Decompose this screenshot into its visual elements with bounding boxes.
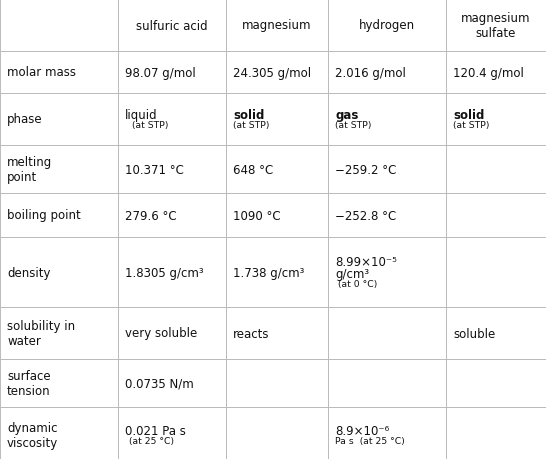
- Bar: [328, 308, 446, 359]
- Text: reacts: reacts: [233, 327, 270, 340]
- Text: Pa s  (at 25 °C): Pa s (at 25 °C): [335, 437, 405, 446]
- Text: solid: solid: [233, 109, 264, 122]
- Text: surface
tension: surface tension: [7, 369, 51, 397]
- Bar: [118, 94, 226, 146]
- Text: density: density: [7, 266, 50, 279]
- Text: 120.4 g/mol: 120.4 g/mol: [453, 67, 524, 79]
- Bar: [446, 52, 546, 94]
- Bar: [446, 194, 546, 237]
- Text: 8.99×10⁻⁵: 8.99×10⁻⁵: [335, 255, 397, 269]
- Bar: [328, 94, 446, 146]
- Text: 0.021 Pa s: 0.021 Pa s: [125, 424, 186, 437]
- Text: solubility in
water: solubility in water: [7, 319, 75, 347]
- Bar: [226, 308, 328, 359]
- Text: (at STP): (at STP): [132, 121, 168, 130]
- Text: 648 °C: 648 °C: [233, 163, 273, 176]
- Text: 98.07 g/mol: 98.07 g/mol: [125, 67, 196, 79]
- Text: very soluble: very soluble: [125, 327, 197, 340]
- Text: gas: gas: [335, 109, 358, 122]
- Bar: [226, 407, 328, 459]
- Text: magnesium: magnesium: [242, 19, 312, 33]
- Text: 8.9×10⁻⁶: 8.9×10⁻⁶: [335, 424, 389, 437]
- Text: magnesium
sulfate: magnesium sulfate: [461, 12, 531, 40]
- Text: (at STP): (at STP): [233, 121, 269, 130]
- Bar: [328, 359, 446, 407]
- Bar: [446, 0, 546, 52]
- Bar: [446, 359, 546, 407]
- Bar: [328, 52, 446, 94]
- Bar: [0, 0, 118, 52]
- Bar: [118, 359, 226, 407]
- Bar: [226, 0, 328, 52]
- Text: −252.8 °C: −252.8 °C: [335, 209, 396, 222]
- Text: dynamic
viscosity: dynamic viscosity: [7, 421, 58, 449]
- Bar: [118, 407, 226, 459]
- Text: g/cm³: g/cm³: [335, 267, 369, 280]
- Text: solid: solid: [453, 109, 484, 122]
- Bar: [118, 308, 226, 359]
- Text: soluble: soluble: [453, 327, 495, 340]
- Bar: [118, 194, 226, 237]
- Bar: [118, 52, 226, 94]
- Text: 10.371 °C: 10.371 °C: [125, 163, 184, 176]
- Bar: [226, 237, 328, 308]
- Bar: [328, 194, 446, 237]
- Bar: [328, 237, 446, 308]
- Text: melting
point: melting point: [7, 156, 52, 184]
- Bar: [226, 146, 328, 194]
- Bar: [0, 237, 118, 308]
- Text: 24.305 g/mol: 24.305 g/mol: [233, 67, 311, 79]
- Bar: [446, 146, 546, 194]
- Text: molar mass: molar mass: [7, 67, 76, 79]
- Bar: [0, 94, 118, 146]
- Text: hydrogen: hydrogen: [359, 19, 415, 33]
- Bar: [328, 146, 446, 194]
- Bar: [118, 237, 226, 308]
- Bar: [328, 0, 446, 52]
- Bar: [0, 308, 118, 359]
- Text: 2.016 g/mol: 2.016 g/mol: [335, 67, 406, 79]
- Bar: [118, 146, 226, 194]
- Text: boiling point: boiling point: [7, 209, 81, 222]
- Bar: [0, 407, 118, 459]
- Bar: [226, 194, 328, 237]
- Bar: [118, 0, 226, 52]
- Bar: [226, 359, 328, 407]
- Bar: [0, 359, 118, 407]
- Text: 0.0735 N/m: 0.0735 N/m: [125, 377, 194, 390]
- Bar: [0, 52, 118, 94]
- Text: phase: phase: [7, 113, 43, 126]
- Text: 1090 °C: 1090 °C: [233, 209, 281, 222]
- Bar: [446, 94, 546, 146]
- Bar: [446, 237, 546, 308]
- Bar: [446, 407, 546, 459]
- Text: −259.2 °C: −259.2 °C: [335, 163, 396, 176]
- Text: (at 25 °C): (at 25 °C): [129, 437, 174, 446]
- Text: (at 0 °C): (at 0 °C): [338, 280, 377, 289]
- Text: 1.738 g/cm³: 1.738 g/cm³: [233, 266, 304, 279]
- Bar: [0, 146, 118, 194]
- Bar: [0, 194, 118, 237]
- Bar: [226, 94, 328, 146]
- Text: sulfuric acid: sulfuric acid: [136, 19, 208, 33]
- Text: 1.8305 g/cm³: 1.8305 g/cm³: [125, 266, 204, 279]
- Text: (at STP): (at STP): [453, 121, 489, 130]
- Text: 279.6 °C: 279.6 °C: [125, 209, 176, 222]
- Text: liquid: liquid: [125, 109, 158, 122]
- Bar: [328, 407, 446, 459]
- Bar: [226, 52, 328, 94]
- Text: (at STP): (at STP): [335, 121, 371, 130]
- Bar: [446, 308, 546, 359]
